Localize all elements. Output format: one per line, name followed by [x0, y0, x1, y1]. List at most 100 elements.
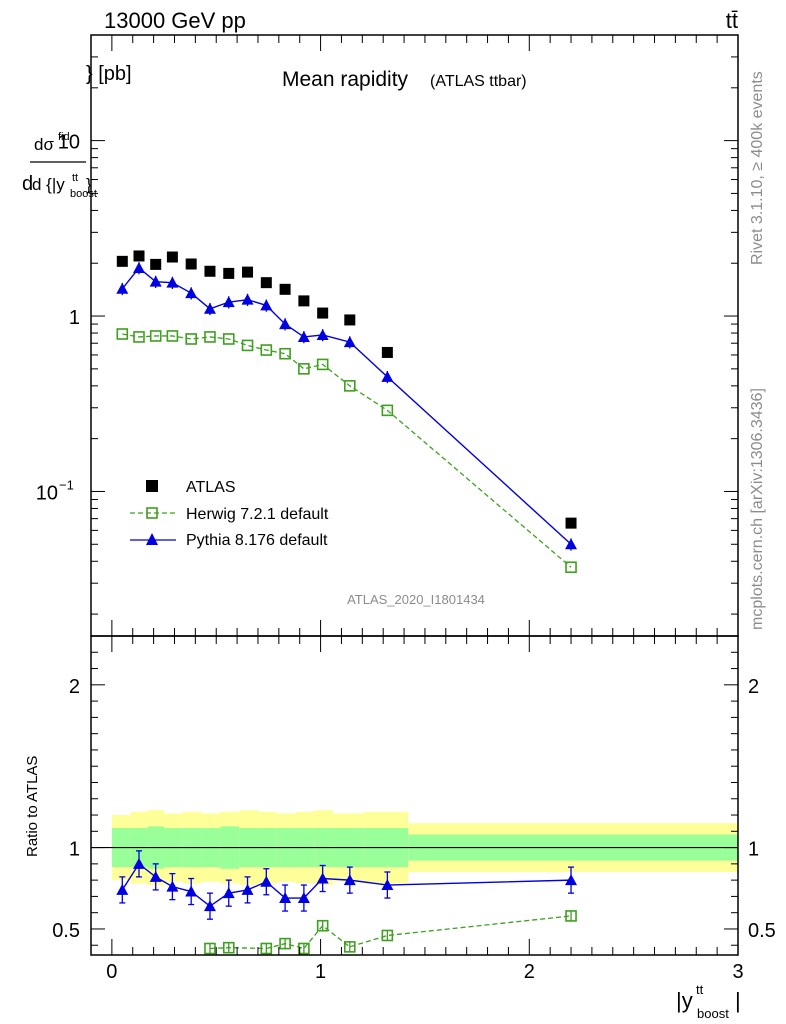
- herwig-point: [565, 561, 577, 574]
- herwig-point: [166, 330, 179, 342]
- herwig-point: [343, 380, 356, 392]
- herwig-point: [381, 404, 394, 417]
- atlas-point: [185, 258, 197, 270]
- pythia-line: [121, 266, 572, 545]
- pythia-point: [260, 299, 273, 311]
- svg-text:boost: boost: [70, 188, 97, 200]
- ratio-y-tick-label: 0.5: [52, 920, 80, 942]
- pythia-ratio-point: [316, 872, 329, 884]
- pythia-ratio-point: [116, 883, 129, 895]
- pythia-ratio-point: [279, 892, 292, 904]
- pythia-ratio-point: [133, 857, 146, 869]
- ratio-frame: [90, 635, 739, 956]
- pythia-point: [185, 287, 198, 299]
- herwig-point: [185, 333, 197, 345]
- pythia-point: [222, 296, 235, 308]
- y-tick-label: 10: [36, 482, 58, 504]
- x-tick-label: 1: [315, 961, 326, 983]
- atlas-point: [565, 517, 577, 529]
- pythia-ratio-point: [185, 885, 198, 897]
- pythia-ratio-point: [166, 880, 179, 892]
- herwig-point: [222, 333, 235, 345]
- legend-marker-pythia: [146, 533, 158, 545]
- legend-label-herwig: Herwig 7.2.1 default: [186, 506, 329, 523]
- herwig-ratio-point: [298, 942, 310, 955]
- herwig-point: [116, 328, 129, 340]
- y-tick-label: 1: [69, 307, 80, 329]
- atlas-point: [223, 267, 235, 279]
- ratio-y-tick-label-right: 2: [748, 676, 759, 698]
- herwig-point: [260, 344, 273, 356]
- ratio-plot-area: 0.5 0.5 1 1 2 2 0 1 2 3 Ratio to ATLAS |y tt boos…: [24, 635, 776, 1021]
- ratio-y-tick-label-right: 0.5: [748, 920, 776, 942]
- legend-marker-herwig: [146, 507, 158, 519]
- svg-text:}: }: [86, 175, 92, 194]
- herwig-ratio-point: [565, 910, 577, 922]
- svg-text:tt: tt: [72, 172, 78, 184]
- ratio-y-tick-label: 2: [69, 676, 80, 698]
- atlas-point: [116, 255, 128, 267]
- pythia-ratio-point: [149, 870, 162, 882]
- atlas-point: [166, 251, 178, 263]
- atlas-point: [381, 346, 393, 358]
- herwig-point: [149, 330, 162, 342]
- atlas-point: [260, 277, 272, 289]
- pythia-point: [381, 370, 394, 382]
- pythia-ratio-point: [222, 887, 235, 899]
- atlas-point: [298, 295, 310, 307]
- herwig-point: [241, 339, 254, 352]
- pythia-point: [297, 330, 310, 342]
- main-subtitle: (ATLAS ttbar): [430, 73, 527, 90]
- svg-text:dσ: dσ: [34, 135, 54, 154]
- herwig-ratio-point: [343, 941, 356, 953]
- ratio-y-tick-label-right: 1: [748, 839, 759, 861]
- pythia-point: [166, 276, 179, 288]
- atlas-point: [317, 307, 329, 319]
- herwig-ratio-point: [316, 919, 329, 932]
- beam-label: 13000 GeV pp: [104, 8, 246, 33]
- legend: ATLAS Herwig 7.2.1 default Pythia 8.176 …: [130, 479, 329, 549]
- atlas-point: [133, 250, 145, 262]
- x-tick-label: 2: [524, 961, 535, 983]
- x-tick-label: 0: [106, 961, 117, 983]
- herwig-ratio-line: [209, 915, 572, 950]
- svg-text:tt: tt: [696, 982, 704, 997]
- svg-text:d {|y: d {|y: [32, 175, 65, 194]
- main-y-axis-label: d dσ fid d {|y tt boost } } [pb]: [22, 63, 132, 200]
- atlas-point: [204, 265, 216, 277]
- legend-label-pythia: Pythia 8.176 default: [186, 532, 328, 549]
- herwig-line: [122, 333, 572, 568]
- pythia-point: [565, 538, 578, 550]
- atlas-point: [279, 283, 291, 295]
- site-label: mcplots.cern.ch [arXiv:1306.3436]: [749, 388, 766, 630]
- pythia-point: [149, 275, 162, 287]
- svg-text:d: d: [22, 173, 33, 195]
- herwig-point: [133, 331, 145, 343]
- main-title: Mean rapidity: [282, 68, 409, 91]
- pythia-ratio-point: [203, 900, 216, 912]
- ratio-y-tick-label: 1: [69, 839, 80, 861]
- pythia-point: [203, 302, 216, 314]
- atlas-point: [242, 266, 254, 278]
- herwig-point: [279, 347, 291, 360]
- herwig-ratio-point: [222, 941, 235, 954]
- pythia-ratio-point: [241, 883, 254, 895]
- svg-text:boost: boost: [697, 1006, 729, 1021]
- x-axis-label: |y tt boost |: [676, 982, 741, 1021]
- ratio-y-axis-label: Ratio to ATLAS: [24, 756, 41, 857]
- svg-text:} [pb]: } [pb]: [86, 63, 132, 85]
- herwig-ratio-point: [260, 942, 273, 955]
- atlas-point: [344, 314, 356, 326]
- legend-label-atlas: ATLAS: [186, 479, 236, 496]
- pythia-point: [279, 318, 292, 330]
- pythia-point: [116, 282, 129, 294]
- pythia-ratio-point: [343, 874, 356, 886]
- herwig-ratio-point: [204, 942, 216, 955]
- pythia-point: [343, 336, 356, 348]
- svg-text:fid: fid: [58, 131, 70, 143]
- process-label: tt̄: [726, 8, 738, 33]
- herwig-point: [204, 331, 216, 343]
- legend-marker-atlas: [146, 480, 158, 492]
